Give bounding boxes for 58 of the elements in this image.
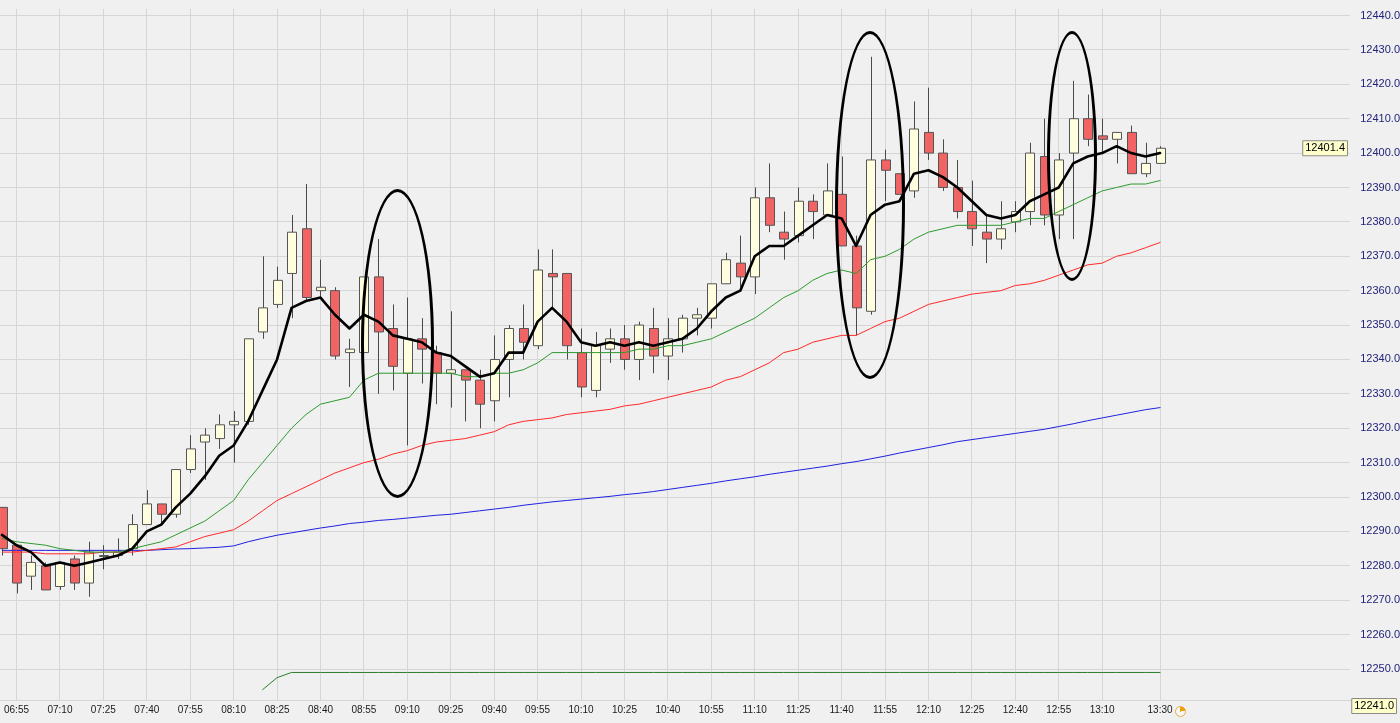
x-tick-label: 07:25 [90,703,117,715]
y-tick-label: 12410.0 [1360,111,1400,124]
y-tick-label: 12260.0 [1360,627,1400,640]
text: 12241.0 [1354,699,1394,712]
x-tick-label: 08:10 [221,703,247,715]
y-tick-label: 12370.0 [1360,249,1400,262]
x-tick-label: 08:25 [264,703,291,715]
x-tick-label: 13:10 [1089,703,1116,715]
x-tick-label: 09:40 [481,703,508,715]
y-tick-label: 12270.0 [1360,593,1400,606]
y-tick-label: 12280.0 [1360,558,1400,571]
y-tick-label: 12440.0 [1360,8,1400,21]
x-tick-label: 12:40 [1002,703,1029,715]
x-tick-label: 12:55 [1046,703,1072,715]
candlestick [432,345,442,405]
candlestick [692,307,702,336]
x-tick-label: 08:55 [351,703,377,715]
y-tick-label: 12330.0 [1360,386,1400,399]
x-tick-label: 12:25 [959,703,985,715]
x-tick-label: 07:40 [134,703,160,715]
y-tick-label: 12380.0 [1360,214,1400,227]
y-tick-label: 12290.0 [1360,524,1400,537]
candlestick [461,369,471,422]
y-tick-label: 12360.0 [1360,283,1400,296]
candlestick [1083,94,1093,147]
candlestick [881,149,891,202]
x-tick-label: 07:10 [47,703,73,715]
y-tick-label: 12400.0 [1360,146,1400,159]
y-tick-label: 12350.0 [1360,318,1400,331]
x-tick-label: 10:25 [611,703,638,715]
x-tick-label: 09:25 [438,703,464,715]
y-tick-label: 12310.0 [1360,455,1400,468]
x-tick-label: 11:10 [742,703,768,715]
x-tick-label: 10:10 [568,703,594,715]
x-tick-label: 09:55 [525,703,551,715]
y-tick-label: 12300.0 [1360,490,1400,503]
y-tick-label: 12250.0 [1360,662,1400,675]
text: 12401.4 [1305,141,1345,154]
x-tick-label: 09:10 [394,703,421,715]
x-tick-label: 06:55 [4,703,30,715]
x-tick-label: 13:30 [1147,703,1174,715]
candlestick [1098,118,1108,154]
candlestick [519,303,529,360]
x-tick-label: 11:40 [829,703,855,715]
y-tick-label: 12340.0 [1360,352,1400,365]
x-tick-label: 07:55 [177,703,204,715]
y-tick-label: 12420.0 [1360,77,1400,90]
candlestick [446,310,456,409]
y-tick-label: 12390.0 [1360,180,1400,193]
y-tick-label: 12320.0 [1360,421,1400,434]
x-tick-label: 10:40 [655,703,681,715]
x-tick-label: 12:10 [915,703,942,715]
candlestick [996,200,1006,250]
x-tick-label: 11:55 [872,703,898,715]
x-tick-label: 10:55 [698,703,725,715]
x-tick-label: 11:25 [786,703,811,715]
y-tick-label: 12430.0 [1360,42,1400,55]
x-tick-label: 08:40 [307,703,334,715]
